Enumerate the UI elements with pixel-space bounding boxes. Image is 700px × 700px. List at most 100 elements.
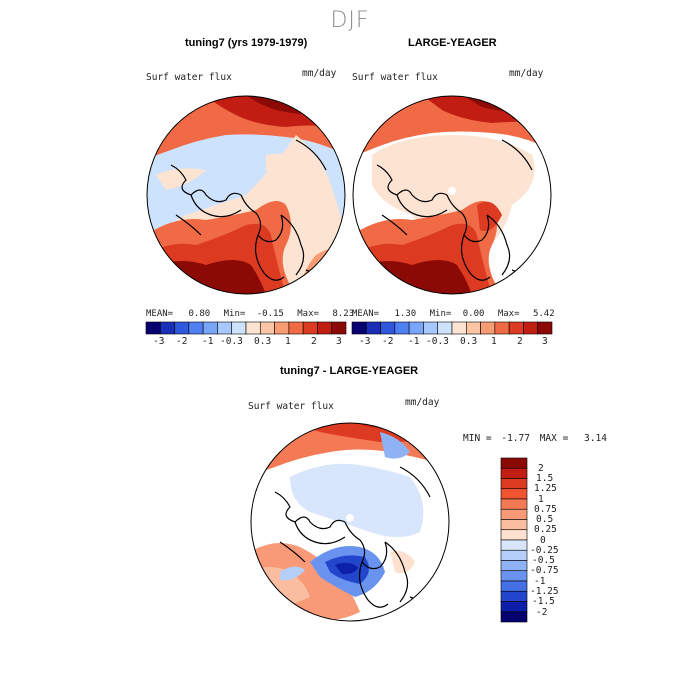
cb3-tick-10: -0.75 <box>530 565 559 576</box>
colorbar-swatch <box>500 539 528 551</box>
colorbar-swatch <box>500 529 528 541</box>
panel-3-units-label: mm/day <box>405 397 440 408</box>
cb1-tick-2: -1 <box>202 336 214 347</box>
panel-2-mean-value: 1.30 <box>394 309 417 319</box>
colorbar-swatch <box>500 488 528 500</box>
panel-2-min-label: Min= <box>429 309 452 319</box>
cb1-tick-7: 3 <box>336 336 342 347</box>
colorbar-swatch <box>317 321 333 335</box>
colorbar-swatch <box>500 457 528 469</box>
panel-3-min-value: -1.77 <box>501 433 530 444</box>
colorbar-swatch <box>408 321 424 335</box>
panel-1-title: tuning7 (yrs 1979-1979) <box>185 37 308 49</box>
colorbar-swatch <box>500 601 528 613</box>
cb2-tick-1: -2 <box>382 336 394 347</box>
colorbar-swatch <box>331 321 347 335</box>
panel-1-colorbar-ticks: -3 -2 -1 -0.3 0.3 1 2 3 <box>146 336 346 348</box>
colorbar-swatch <box>365 321 381 335</box>
colorbar-swatch <box>500 467 528 479</box>
panel-1-mean-value: 0.80 <box>188 309 211 319</box>
cb3-tick-4: 0.75 <box>534 504 557 515</box>
cb2-tick-2: -1 <box>408 336 420 347</box>
panel-1-min-label: Min= <box>223 309 246 319</box>
colorbar-swatch <box>274 321 290 335</box>
colorbar-swatch <box>423 321 439 335</box>
cb1-tick-0: -3 <box>153 336 165 347</box>
panel-1-mean-label: MEAN= <box>146 309 174 319</box>
panel-3-max-label: MAX = <box>539 433 569 444</box>
panel-3-min-label: MIN = <box>463 433 492 444</box>
cb1-tick-6: 2 <box>311 336 317 347</box>
colorbar-swatch <box>500 611 528 623</box>
cb3-tick-1: 1.5 <box>536 473 554 484</box>
panel-2-title: LARGE-YEAGER <box>408 37 497 49</box>
cb3-tick-11: -1 <box>534 576 546 587</box>
panel-1-stats: MEAN= 0.80 Min= -0.15 Max= 8.23 <box>146 309 354 319</box>
colorbar-swatch <box>500 508 528 520</box>
colorbar-swatch <box>231 321 247 335</box>
panel-2-colorbar-ticks: -3 -2 -1 -0.3 0.3 1 2 3 <box>352 336 552 348</box>
cb3-tick-3: 1 <box>538 494 544 505</box>
panel-1-units-label: mm/day <box>302 68 337 79</box>
panel-3-minmax: MIN = -1.77 MAX = 3.14 <box>463 433 607 444</box>
colorbar-swatch <box>380 321 396 335</box>
colorbar-swatch <box>145 321 161 335</box>
panel-2-min-value: 0.00 <box>462 309 485 319</box>
cb3-tick-2: 1.25 <box>534 483 557 494</box>
colorbar-swatch <box>174 321 190 335</box>
panel-1-max-label: Max= <box>297 309 319 319</box>
colorbar-swatch <box>494 321 510 335</box>
cb3-tick-14: -2 <box>536 607 548 618</box>
panel-3-title: tuning7 - LARGE-YEAGER <box>280 365 419 377</box>
cb3-tick-6: 0.25 <box>534 524 557 535</box>
panel-1-min-value: -0.15 <box>256 309 284 319</box>
cb3-tick-7: 0 <box>540 535 546 546</box>
colorbar-swatch <box>394 321 410 335</box>
panel-2-polar-map <box>352 95 552 295</box>
cb2-tick-5: 1 <box>491 336 497 347</box>
colorbar-swatch <box>500 590 528 602</box>
panel-1-polar-map <box>146 95 346 295</box>
colorbar-swatch <box>508 321 524 335</box>
colorbar-swatch <box>202 321 218 335</box>
cb2-tick-7: 3 <box>542 336 548 347</box>
panel-1-field-label: Surf water flux <box>146 72 232 83</box>
colorbar-swatch <box>188 321 204 335</box>
colorbar-swatch <box>159 321 175 335</box>
colorbar-swatch <box>500 560 528 572</box>
figure-title: DJF <box>330 8 370 33</box>
colorbar-swatch <box>465 321 481 335</box>
panel-2-units-label: mm/day <box>509 68 544 79</box>
colorbar-swatch <box>480 321 496 335</box>
colorbar-swatch <box>302 321 318 335</box>
cb1-tick-1: -2 <box>176 336 188 347</box>
colorbar-swatch <box>500 498 528 510</box>
panel-3-field-label: Surf water flux <box>248 401 334 412</box>
colorbar-swatch <box>523 321 539 335</box>
colorbar-swatch <box>500 478 528 490</box>
cb2-tick-4: 0.3 <box>460 336 478 347</box>
cb3-tick-13: -1.5 <box>532 596 555 607</box>
panel-3-colorbar <box>500 457 528 623</box>
cb1-tick-3: -0.3 <box>220 336 243 347</box>
cb3-tick-0: 2 <box>538 463 544 474</box>
cb1-tick-4: 0.3 <box>254 336 272 347</box>
colorbar-swatch <box>259 321 275 335</box>
colorbar-swatch <box>288 321 304 335</box>
colorbar-swatch <box>500 519 528 531</box>
cb2-tick-0: -3 <box>359 336 371 347</box>
panel-2-stats: MEAN= 1.30 Min= 0.00 Max= 5.42 <box>352 309 555 319</box>
cb3-tick-5: 0.5 <box>536 514 554 525</box>
panel-3-colorbar-ticks: 2 1.5 1.25 1 0.75 0.5 0.25 0 -0.25 -0.5 … <box>530 458 584 622</box>
cb2-tick-3: -0.3 <box>426 336 449 347</box>
cb1-tick-5: 1 <box>285 336 291 347</box>
cb3-tick-8: -0.25 <box>530 545 559 556</box>
colorbar-swatch <box>537 321 553 335</box>
cb3-tick-12: -1.25 <box>530 586 559 597</box>
colorbar-swatch <box>500 570 528 582</box>
panel-3-polar-map <box>250 422 450 622</box>
panel-1-colorbar <box>145 321 347 335</box>
colorbar-swatch <box>500 580 528 592</box>
panel-2-max-value: 5.42 <box>532 309 555 319</box>
